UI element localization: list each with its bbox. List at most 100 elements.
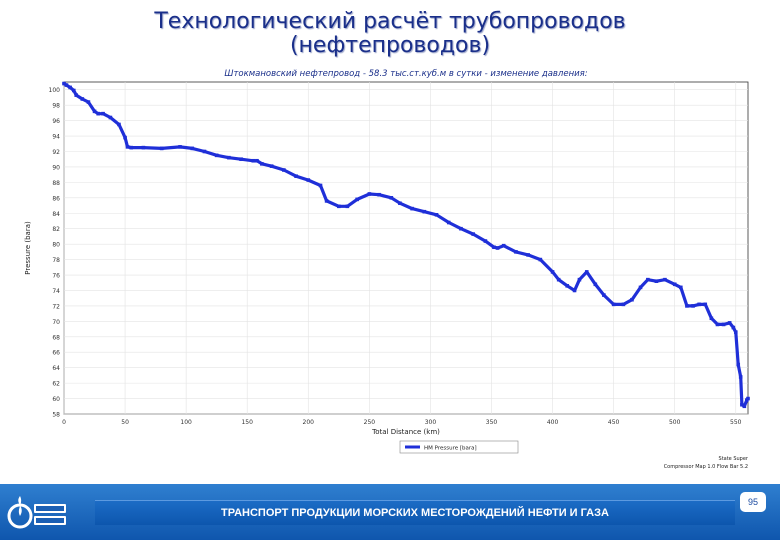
footer-band: ТРАНСПОРТ ПРОДУКЦИИ МОРСКИХ МЕСТОРОЖДЕНИ…: [95, 500, 735, 525]
data-point: [345, 204, 350, 209]
data-point: [538, 257, 543, 262]
plot-frame: [63, 81, 749, 415]
y-tick-label: 78: [52, 257, 60, 264]
data-point: [514, 250, 518, 254]
data-point: [306, 178, 311, 182]
data-point: [355, 197, 359, 202]
chart-annotation: State Super: [719, 456, 749, 462]
footer-bar: ТРАНСПОРТ ПРОДУКЦИИ МОРСКИХ МЕСТОРОЖДЕНИ…: [0, 484, 780, 540]
data-point: [108, 115, 113, 120]
data-point: [410, 206, 414, 211]
data-point: [697, 302, 701, 307]
data-point: [679, 285, 683, 290]
data-point: [318, 183, 323, 188]
y-tick-label: 74: [52, 288, 60, 295]
slide-title-line1: Технологический расчёт трубопроводов: [154, 10, 626, 34]
y-tick-label: 96: [52, 118, 60, 125]
data-point: [492, 245, 496, 250]
y-tick-label: 62: [52, 381, 60, 388]
data-point: [239, 157, 243, 162]
chart-title: Штокмановский нефтепровод - 58.3 тыс.ст.…: [224, 69, 587, 79]
data-point: [178, 145, 182, 149]
data-point: [602, 293, 606, 297]
data-point: [459, 226, 463, 231]
data-point: [80, 97, 85, 101]
data-point: [141, 145, 146, 150]
data-point: [526, 253, 530, 257]
x-axis-label: Total Distance (km): [371, 428, 440, 436]
y-tick-label: 76: [52, 273, 60, 280]
data-point: [738, 375, 743, 379]
y-tick-label: 90: [52, 164, 60, 171]
data-point: [227, 155, 231, 160]
data-point: [159, 146, 164, 151]
footer-text: ТРАНСПОРТ ПРОДУКЦИИ МОРСКИХ МЕСТОРОЖДЕНИ…: [221, 507, 609, 519]
page-number: 95: [740, 492, 766, 512]
y-tick-label: 70: [52, 319, 60, 326]
y-tick-label: 60: [52, 396, 60, 403]
x-tick-label: 550: [730, 419, 742, 426]
data-point: [577, 277, 582, 282]
data-point: [727, 321, 732, 325]
data-point: [721, 322, 726, 327]
y-tick-label: 66: [52, 350, 60, 357]
data-point: [324, 199, 329, 203]
data-point: [621, 302, 626, 307]
data-point: [64, 83, 69, 87]
data-point: [251, 158, 256, 163]
y-tick-label: 68: [52, 334, 60, 341]
data-point: [593, 282, 598, 287]
slide-title-line2: (нефтепроводов): [289, 33, 491, 58]
y-tick-label: 82: [52, 226, 60, 233]
data-point: [733, 330, 738, 334]
x-tick-label: 50: [121, 419, 129, 426]
x-tick-label: 400: [547, 419, 559, 426]
chart-annotation: Compressor Map 1.0 Flow Bar 5.2: [664, 464, 748, 470]
data-point: [71, 88, 76, 93]
x-tick-label: 100: [180, 419, 192, 426]
pressure-chart: Штокмановский нефтепровод - 58.3 тыс.ст.…: [24, 69, 750, 470]
data-point: [282, 168, 286, 172]
data-point: [742, 404, 747, 409]
data-point: [68, 85, 72, 90]
data-point: [740, 402, 744, 407]
data-point: [255, 158, 259, 163]
data-point: [715, 322, 720, 327]
data-point: [101, 111, 105, 116]
data-point: [202, 149, 207, 154]
data-point: [736, 362, 741, 367]
data-point: [74, 93, 79, 97]
data-point: [214, 153, 219, 158]
data-point: [746, 396, 750, 401]
data-point: [123, 135, 127, 140]
data-point: [630, 297, 634, 302]
data-point: [691, 304, 695, 308]
x-tick-label: 500: [669, 419, 681, 426]
slide-title: Технологический расчёт трубопроводов (не…: [0, 10, 780, 58]
data-point: [501, 243, 506, 248]
y-tick-label: 84: [52, 211, 60, 218]
data-point: [96, 111, 100, 116]
chart-panel: Штокмановский нефтепровод - 58.3 тыс.ст.…: [20, 60, 775, 478]
data-point: [260, 162, 264, 166]
y-tick-label: 92: [52, 149, 60, 156]
x-tick-label: 350: [486, 419, 498, 426]
data-point: [92, 109, 97, 114]
x-tick-label: 200: [303, 419, 315, 426]
data-point: [572, 288, 577, 293]
data-point: [294, 174, 298, 178]
y-tick-label: 86: [52, 195, 60, 202]
data-point: [556, 277, 561, 282]
data-point: [646, 277, 650, 282]
x-tick-label: 0: [62, 419, 66, 426]
x-tick-label: 450: [608, 419, 620, 426]
data-point: [446, 220, 451, 225]
data-point: [709, 316, 714, 321]
y-tick-label: 64: [52, 365, 60, 372]
legend-label: HM Pressure [bara]: [424, 446, 477, 452]
legend-box: [399, 440, 519, 454]
data-point: [398, 201, 402, 206]
data-point: [672, 282, 677, 287]
data-point: [190, 146, 195, 151]
data-point: [550, 270, 555, 274]
